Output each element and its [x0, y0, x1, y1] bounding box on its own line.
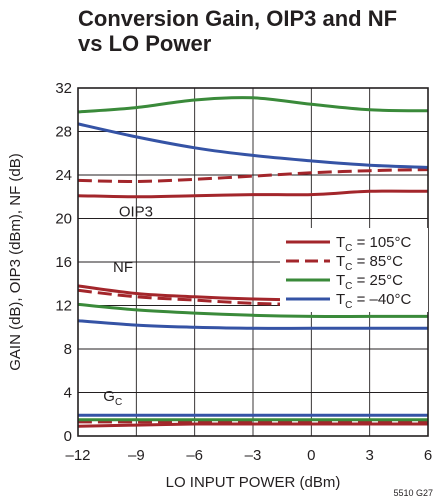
y-tick-label: 16: [55, 254, 72, 271]
y-tick-label: 8: [64, 341, 72, 358]
annotation-nf: NF: [113, 259, 133, 276]
y-tick-label: 20: [55, 211, 72, 228]
y-tick-label: 24: [55, 167, 72, 184]
series-line-nf-3: [77, 319, 428, 330]
series-line-oip3-3: [77, 122, 429, 169]
y-tick-label: 4: [64, 385, 72, 402]
x-tick-label: –6: [186, 447, 203, 464]
legend-label: TC = 85°C: [336, 253, 403, 273]
annotation-oip3: OIP3: [119, 203, 153, 220]
series-lines: [77, 96, 429, 428]
x-tick-label: 3: [365, 447, 373, 464]
legend-label: TC = 25°C: [336, 272, 403, 292]
y-tick-labels: 0 4 8 12 16 20 24 28 32: [55, 80, 72, 445]
chart-title: Conversion Gain, OIP3 and NF vs LO Power: [78, 6, 397, 56]
y-tick-label: 28: [55, 124, 72, 141]
legend-label: TC = –40°C: [336, 291, 412, 311]
x-tick-label: 6: [424, 447, 432, 464]
figure-code: 5510 G27: [393, 488, 433, 498]
y-tick-label: 32: [55, 80, 72, 97]
chart-title-line-2: vs LO Power: [78, 31, 212, 56]
x-tick-label: –3: [245, 447, 262, 464]
x-tick-label: –12: [65, 447, 90, 464]
y-tick-label: 0: [64, 428, 72, 445]
series-line-oip3-0: [77, 189, 429, 199]
series-line-nf-2: [77, 302, 428, 318]
series-line-gc-0: [77, 422, 428, 428]
x-tick-label: 0: [307, 447, 315, 464]
y-axis-label: GAIN (dB), OIP3 (dBm), NF (dB): [7, 153, 24, 371]
x-tick-label: –9: [128, 447, 145, 464]
legend-label: TC = 105°C: [336, 234, 412, 254]
series-line-oip3-2: [77, 96, 429, 114]
x-axis-label: LO INPUT POWER (dBm): [166, 474, 341, 491]
series-line-oip3-1: [77, 168, 429, 184]
y-tick-label: 12: [55, 298, 72, 315]
chart-title-line-1: Conversion Gain, OIP3 and NF: [78, 6, 398, 31]
annotation-g: GC: [103, 388, 122, 408]
x-tick-labels: –12 –9 –6 –3 0 3 6: [65, 447, 432, 464]
legend: TC = 105°CTC = 85°CTC = 25°CTC = –40°C: [280, 228, 428, 312]
